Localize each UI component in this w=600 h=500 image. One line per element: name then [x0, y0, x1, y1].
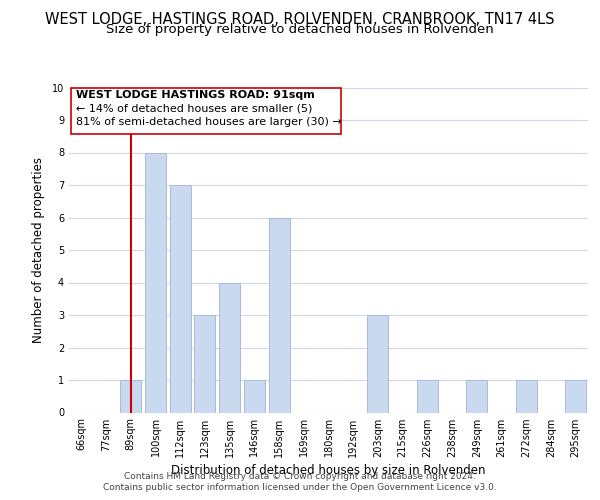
Bar: [219, 282, 240, 412]
Bar: [145, 152, 166, 412]
Bar: [120, 380, 141, 412]
Text: Contains HM Land Registry data © Crown copyright and database right 2024.: Contains HM Land Registry data © Crown c…: [124, 472, 476, 481]
Bar: [417, 380, 438, 412]
Bar: [565, 380, 586, 412]
Text: WEST LODGE, HASTINGS ROAD, ROLVENDEN, CRANBROOK, TN17 4LS: WEST LODGE, HASTINGS ROAD, ROLVENDEN, CR…: [45, 12, 555, 28]
Text: Contains public sector information licensed under the Open Government Licence v3: Contains public sector information licen…: [103, 484, 497, 492]
Text: Size of property relative to detached houses in Rolvenden: Size of property relative to detached ho…: [106, 22, 494, 36]
Bar: [516, 380, 537, 412]
Y-axis label: Number of detached properties: Number of detached properties: [32, 157, 45, 343]
Bar: [170, 185, 191, 412]
Text: 81% of semi-detached houses are larger (30) →: 81% of semi-detached houses are larger (…: [76, 118, 342, 128]
X-axis label: Distribution of detached houses by size in Rolvenden: Distribution of detached houses by size …: [171, 464, 486, 477]
Bar: [244, 380, 265, 412]
Bar: [194, 315, 215, 412]
Bar: [367, 315, 388, 412]
Bar: [269, 218, 290, 412]
FancyBboxPatch shape: [71, 88, 341, 134]
Bar: [466, 380, 487, 412]
Text: ← 14% of detached houses are smaller (5): ← 14% of detached houses are smaller (5): [76, 103, 313, 113]
Text: WEST LODGE HASTINGS ROAD: 91sqm: WEST LODGE HASTINGS ROAD: 91sqm: [76, 90, 315, 100]
